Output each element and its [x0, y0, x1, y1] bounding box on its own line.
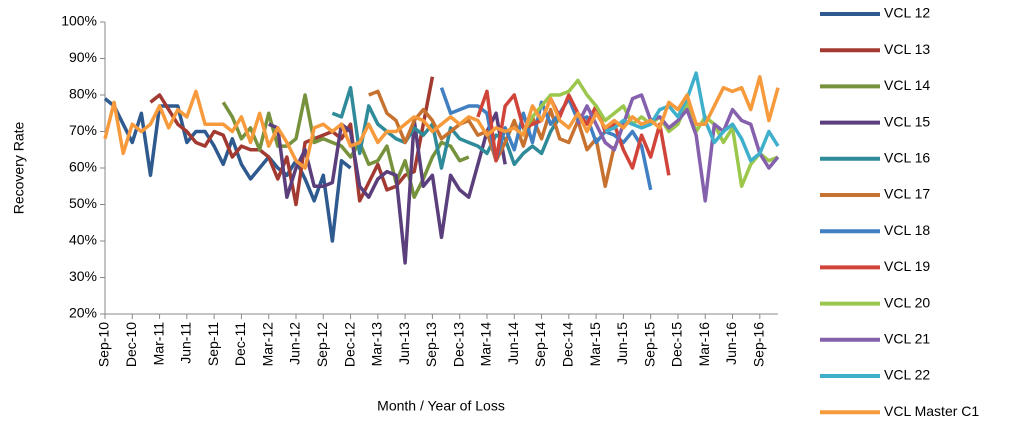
x-tick-label: Mar-14	[478, 322, 494, 367]
series-line	[576, 93, 780, 203]
legend-label: VCL 12	[884, 5, 930, 21]
series-line	[103, 97, 352, 243]
x-tick-label: Dec-14	[560, 322, 576, 367]
x-tick-label: Dec-11	[232, 322, 248, 366]
x-tick-label: Sep-13	[423, 322, 439, 367]
x-tick-label: Mar-15	[587, 322, 603, 367]
x-tick-label: Sep-16	[751, 322, 767, 367]
legend-label: VCL 17	[884, 186, 930, 202]
x-tick-label: Sep-14	[532, 322, 548, 367]
legend-label: VCL 20	[884, 294, 930, 310]
x-tick-label: Mar-12	[259, 322, 275, 367]
x-tick-label: Jun-13	[396, 322, 412, 365]
legend-label: VCL Master C1	[884, 403, 979, 419]
y-tick-label: 50%	[69, 195, 97, 211]
y-tick-label: 60%	[69, 159, 97, 175]
y-tick-label: 90%	[69, 49, 97, 65]
y-tick-label: 20%	[69, 305, 97, 321]
x-tick-label: Sep-11	[205, 322, 221, 366]
x-tick-label: Dec-12	[341, 322, 357, 367]
x-tick-label: Jun-16	[723, 322, 739, 365]
x-tick-label: Dec-13	[450, 322, 466, 367]
y-tick-label: 70%	[69, 122, 97, 138]
series-line	[331, 85, 562, 170]
x-axis-title: Month / Year of Loss	[377, 398, 505, 414]
series-line	[103, 75, 780, 170]
y-axis-title: Recovery Rate	[11, 121, 27, 214]
legend-label: VCL 21	[884, 331, 930, 347]
legend-label: VCL 15	[884, 113, 930, 129]
legend-label: VCL 13	[884, 41, 930, 57]
x-tick-label: Dec-10	[123, 322, 139, 367]
x-tick-label: Dec-15	[669, 322, 685, 367]
series-line	[476, 89, 671, 176]
legend-label: VCL 22	[884, 367, 930, 383]
x-tick-label: Sep-15	[641, 322, 657, 367]
legend-label: VCL 18	[884, 222, 930, 238]
y-tick-label: 80%	[69, 86, 97, 102]
x-tick-label: Jun-15	[614, 322, 630, 365]
x-tick-label: Mar-11	[150, 322, 166, 366]
legend-label: VCL 16	[884, 150, 930, 166]
x-tick-label: Jun-14	[505, 322, 521, 365]
x-tick-label: Mar-13	[369, 322, 385, 367]
series-line	[604, 71, 780, 163]
legend-label: VCL 14	[884, 77, 930, 93]
x-tick-label: Jun-12	[287, 322, 303, 365]
legend-label: VCL 19	[884, 258, 930, 274]
x-tick-label: Mar-16	[696, 322, 712, 367]
y-tick-label: 30%	[69, 268, 97, 284]
x-tick-label: Sep-12	[314, 322, 330, 367]
y-tick-label: 40%	[69, 232, 97, 248]
y-tick-label: 100%	[61, 13, 97, 29]
x-tick-label: Jun-11	[178, 322, 194, 364]
x-tick-label: Sep-10	[96, 322, 112, 367]
